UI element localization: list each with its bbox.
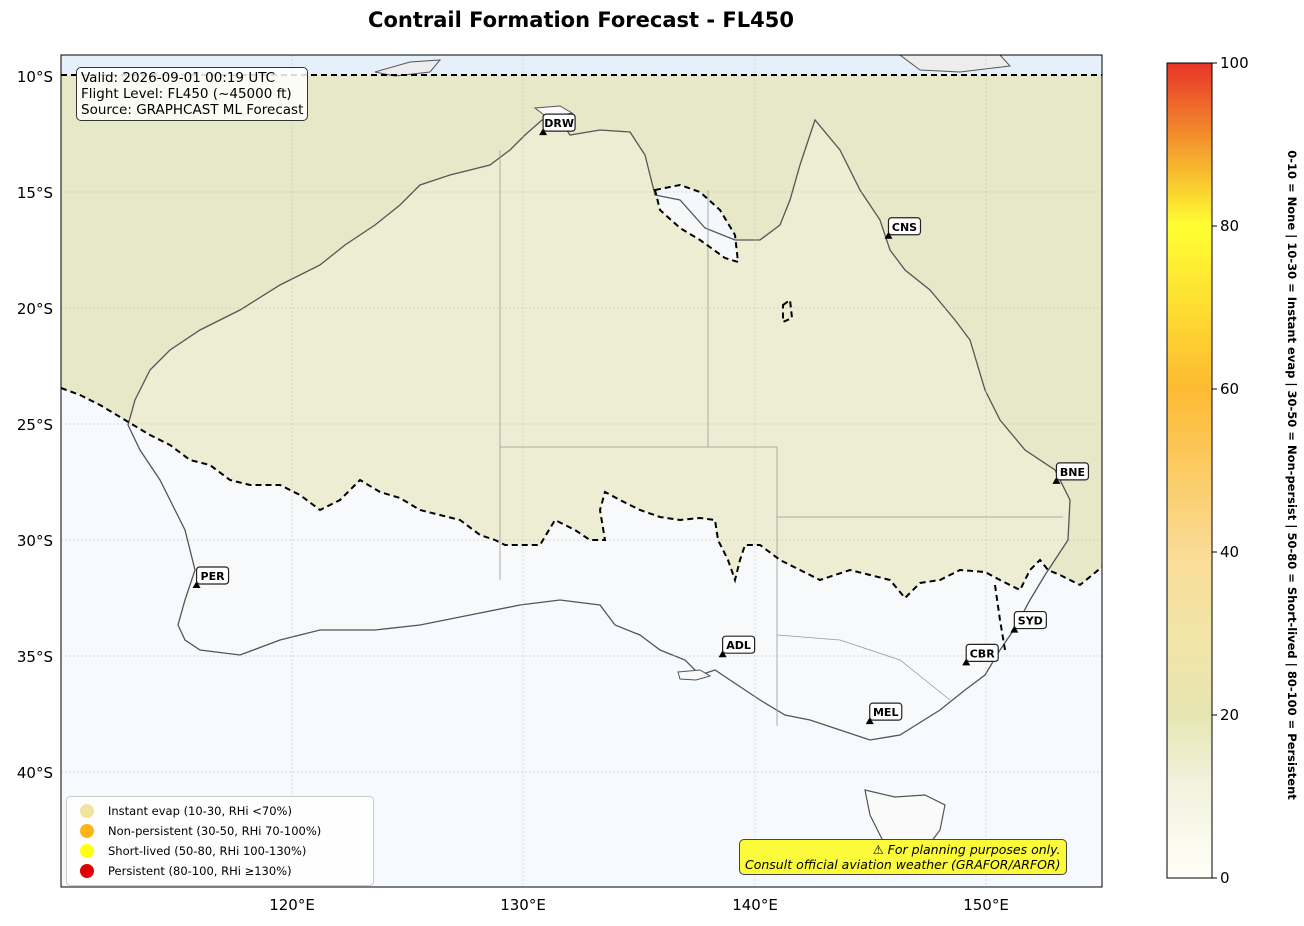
lon-tick-label: 120°E [269, 896, 315, 914]
city-marker-icon [865, 717, 874, 725]
kangaroo-island [677, 669, 712, 681]
lat-ticks: 10°S 15°S 20°S 25°S 30°S 35°S 40°S [17, 68, 53, 782]
city-marker-icon [884, 231, 893, 239]
colorbar-tick-label: 20 [1220, 706, 1239, 724]
city-label-box [1055, 462, 1090, 481]
city-markers: DRW CNS BNE PER SYD ADL CBR MEL [192, 113, 1090, 725]
legend-dot [80, 864, 94, 878]
state-borders [499, 150, 1063, 726]
colorbar-tick-label: 40 [1220, 543, 1239, 561]
map-frame [60, 54, 1103, 888]
legend-item: Persistent (80-100, RHi ≥130%) [73, 861, 367, 881]
planning-warning: ⚠ For planning purposes only. Consult of… [739, 839, 1067, 875]
warning-line-2: Consult official aviation weather (GRAFO… [745, 857, 1061, 872]
contrail-field-band [61, 75, 1102, 598]
lon-tick-label: 130°E [500, 896, 546, 914]
colorbar-label: 0-10 = None | 10-30 = Instant evap | 30-… [1280, 75, 1304, 875]
city-label-box [869, 702, 903, 721]
lon-tick-label: 140°E [732, 896, 778, 914]
lon-tick-label: 150°E [963, 896, 1009, 914]
city-marker-icon [192, 580, 201, 588]
australia-coastline [127, 118, 1071, 741]
colorbar-tick-label: 0 [1220, 869, 1230, 887]
city-marker-icon [539, 128, 548, 136]
city-label-cbr: CBR [970, 647, 995, 660]
lon-ticks: 120°E 130°E 140°E 150°E [269, 896, 1009, 914]
legend: Instant evap (10-30, RHi <70%) Non-persi… [66, 796, 374, 886]
city-label-box [542, 113, 576, 132]
warning-line-1: ⚠ For planning purposes only. [872, 842, 1061, 857]
colorbar-tick-label: 60 [1220, 380, 1239, 398]
city-label-box [195, 566, 230, 585]
colorbar [1166, 62, 1213, 879]
city-label-per: PER [201, 570, 226, 583]
city-label-box [965, 643, 999, 662]
lat-tick-label: 30°S [17, 532, 53, 550]
city-label-cns: CNS [892, 221, 917, 234]
northern-clear-strip [61, 55, 1102, 75]
legend-dot [80, 824, 94, 838]
colorbar-tick-label: 100 [1220, 54, 1249, 72]
lat-tick-label: 15°S [17, 184, 53, 202]
legend-label: Instant evap (10-30, RHi <70%) [108, 804, 292, 818]
city-label-drw: DRW [544, 117, 574, 130]
colorbar-ticks: 0 20 40 60 80 100 [1212, 54, 1249, 887]
city-marker-icon [1052, 476, 1061, 484]
city-label-syd: SYD [1018, 615, 1043, 628]
colorbar-tick-label: 80 [1220, 217, 1239, 235]
legend-item: Short-lived (50-80, RHi 100-130%) [73, 841, 367, 861]
forecast-info-box: Valid: 2026-09-01 00:19 UTC Flight Level… [76, 67, 309, 121]
legend-label: Short-lived (50-80, RHi 100-130%) [108, 844, 307, 858]
lat-tick-label: 25°S [17, 416, 53, 434]
forecast-source: Source: GRAPHCAST ML Forecast [81, 102, 304, 118]
city-label-box [1013, 610, 1047, 630]
city-marker-icon [962, 658, 971, 666]
city-label-box [887, 217, 922, 236]
legend-item: Instant evap (10-30, RHi <70%) [73, 801, 367, 821]
lat-tick-label: 10°S [17, 68, 53, 86]
city-marker-icon [718, 650, 727, 658]
legend-label: Non-persistent (30-50, RHi 70-100%) [108, 824, 322, 838]
legend-dot [80, 804, 94, 818]
graticule [61, 55, 1102, 887]
flight-level: Flight Level: FL450 (~45000 ft) [81, 86, 292, 102]
legend-label: Persistent (80-100, RHi ≥130%) [108, 864, 292, 878]
city-label-bne: BNE [1060, 466, 1085, 479]
map-title: Contrail Formation Forecast - FL450 [368, 8, 794, 32]
city-marker-icon [1010, 625, 1019, 633]
lat-tick-label: 35°S [17, 648, 53, 666]
city-label-mel: MEL [873, 706, 898, 719]
city-label-adl: ADL [726, 639, 751, 652]
colorbar-label-text: 0-10 = None | 10-30 = Instant evap | 30-… [1285, 150, 1299, 800]
city-label-box [722, 635, 756, 654]
lat-tick-label: 40°S [17, 764, 53, 782]
legend-item: Non-persistent (30-50, RHi 70-100%) [73, 821, 367, 841]
valid-time: Valid: 2026-09-01 00:19 UTC [81, 70, 276, 86]
legend-dot [80, 844, 94, 858]
lat-tick-label: 20°S [17, 300, 53, 318]
new-guinea-edge [899, 55, 1012, 73]
gulf-clear-patch [655, 185, 738, 262]
